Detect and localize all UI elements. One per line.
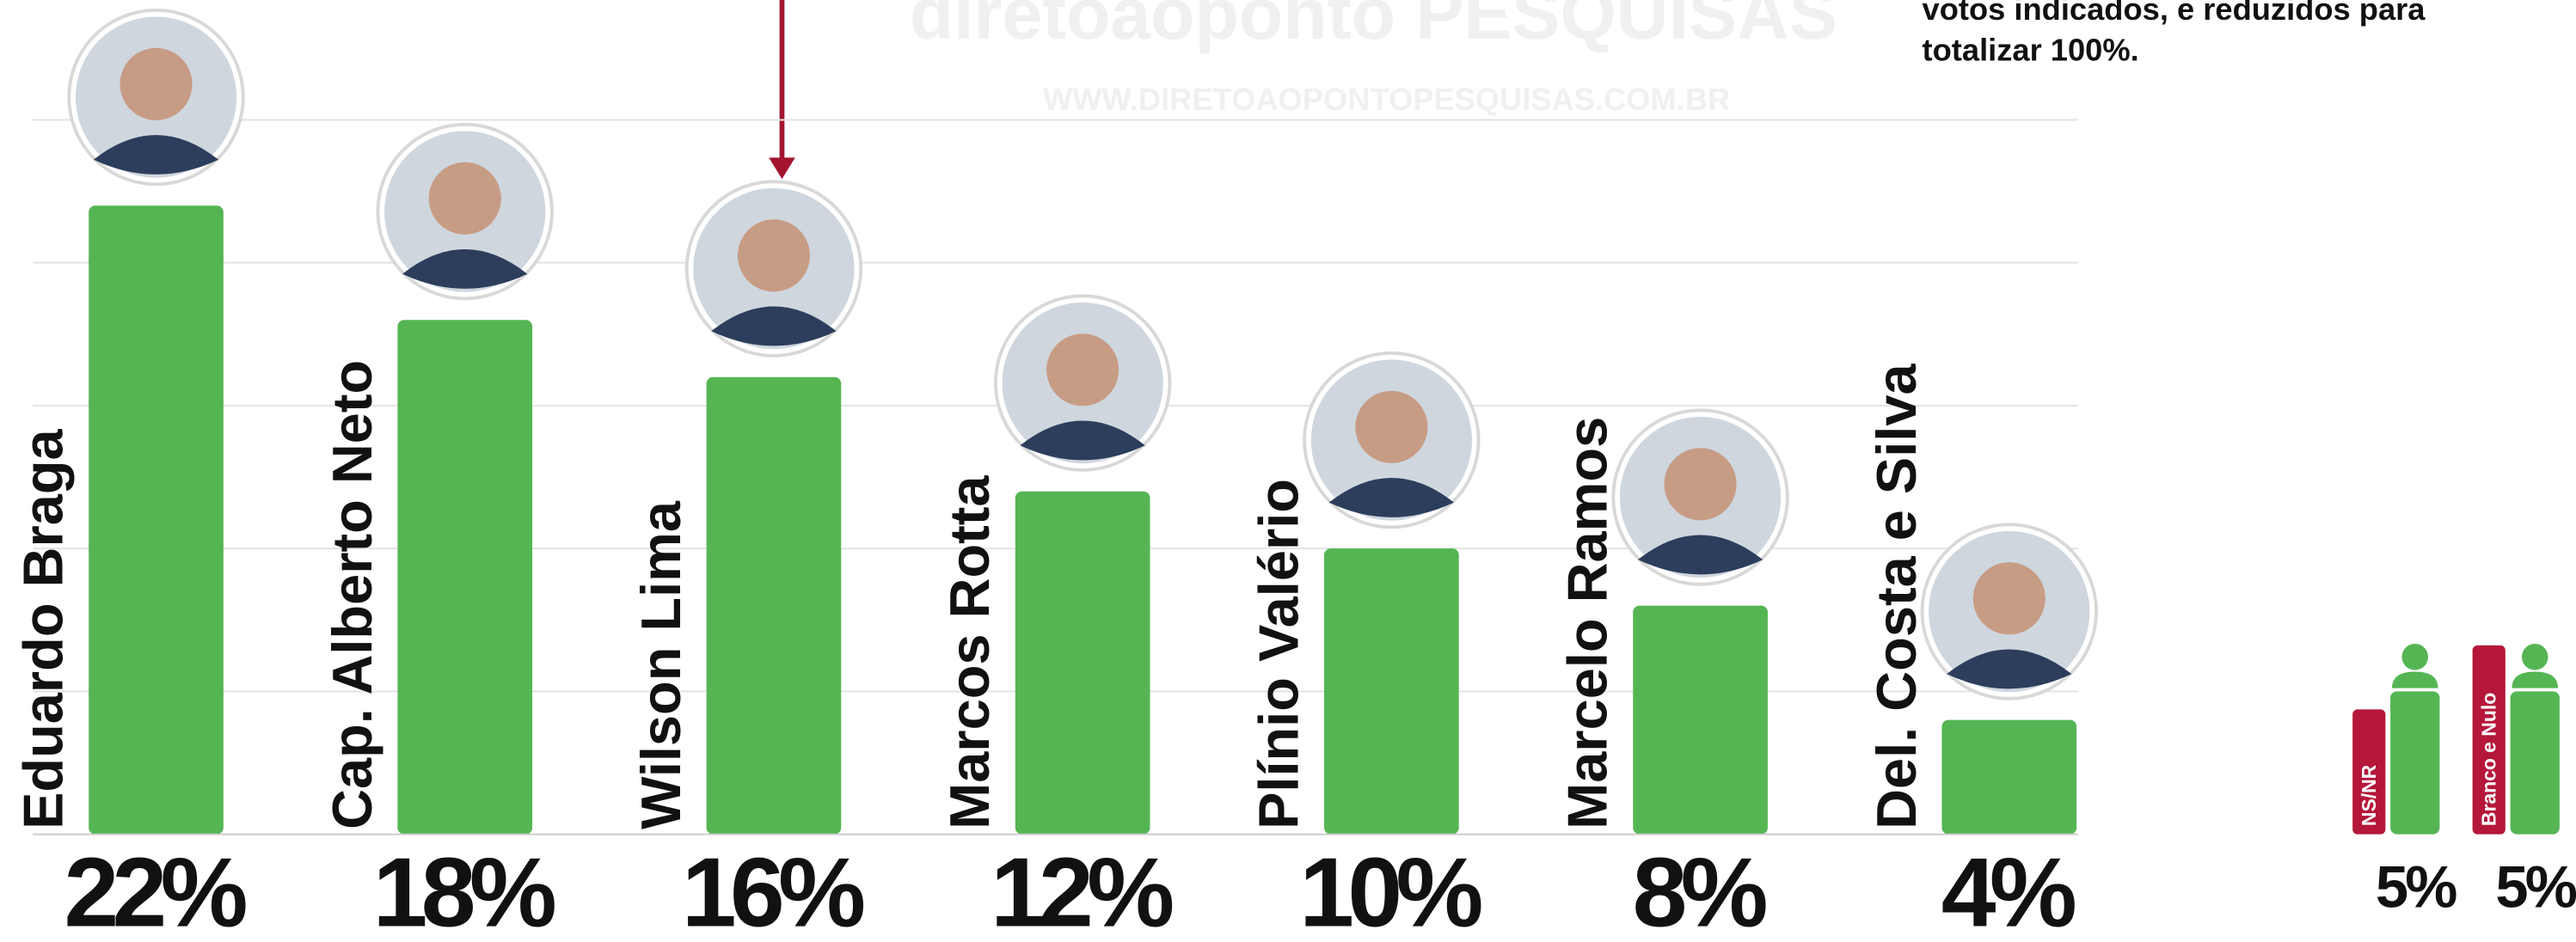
candidate-name: Eduardo Braga <box>12 428 75 829</box>
value-label: 18% <box>373 837 555 942</box>
photo-body <box>1637 535 1763 575</box>
value-label: 5% <box>2495 854 2576 921</box>
photo-body <box>1947 649 2072 689</box>
label-box <box>2352 709 2386 835</box>
photo-head <box>1664 448 1737 521</box>
photo-body <box>711 306 837 346</box>
value-label: 4% <box>1941 837 2075 942</box>
candidate-name: Wilson Lima <box>629 500 692 829</box>
bar <box>1324 548 1459 835</box>
photo-head <box>1355 390 1428 463</box>
photo-head <box>120 47 193 120</box>
value-label: 8% <box>1633 837 1766 942</box>
label-box <box>2472 645 2505 835</box>
value-label: 5% <box>2376 854 2456 921</box>
other-name: Branco e Nulo <box>2478 693 2500 826</box>
photo-head <box>1972 562 2045 635</box>
photo-head <box>428 162 501 235</box>
watermark: diretoaoponto PESQUISAS <box>910 0 1837 54</box>
photo-head <box>737 219 810 292</box>
person-head <box>2521 644 2548 670</box>
arrow-head <box>769 157 795 180</box>
value-label: 12% <box>991 837 1172 942</box>
photo-body <box>1328 478 1454 517</box>
photo-body <box>402 249 528 289</box>
person-body <box>2392 671 2438 688</box>
value-label: 16% <box>682 837 863 942</box>
candidate-name: Cap. Alberto Neto <box>321 360 383 829</box>
bar <box>1015 491 1150 835</box>
candidate-name: Plínio Valério <box>1247 479 1309 829</box>
bar <box>706 376 842 835</box>
person-body <box>2512 671 2558 688</box>
candidate-name: Marcos Rotta <box>938 475 1001 829</box>
bar <box>1941 719 2077 835</box>
photo-head <box>1046 333 1119 407</box>
candidate-name: Del. Costa e Silva <box>1865 364 1928 829</box>
bar <box>1633 605 1768 835</box>
photo-body <box>93 135 219 174</box>
bar <box>89 205 224 835</box>
bar <box>2510 691 2560 835</box>
note-line: votos indicados, e reduzidos para <box>1923 0 2426 27</box>
value-label: 10% <box>1299 837 1481 942</box>
photo-body <box>1020 420 1145 461</box>
bar <box>397 320 533 835</box>
person-head <box>2401 644 2429 670</box>
value-label: 22% <box>64 837 245 942</box>
watermark-url: WWW.DIRETOAOPONTOPESQUISAS.COM.BR <box>1043 82 1730 117</box>
other-name: NS/NR <box>2358 764 2380 826</box>
bar <box>2390 691 2440 835</box>
note-line: totalizar 100%. <box>1923 33 2139 68</box>
candidate-name: Marcelo Ramos <box>1556 417 1619 829</box>
